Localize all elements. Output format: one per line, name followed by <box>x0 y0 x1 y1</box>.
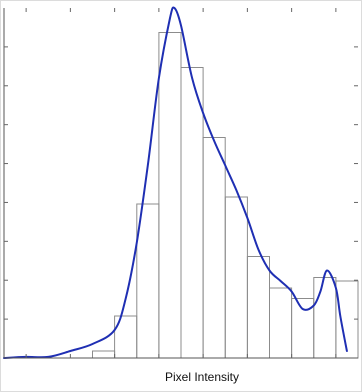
histogram-bar <box>313 277 337 359</box>
histogram-bar <box>180 67 204 359</box>
histogram-bar <box>246 256 270 359</box>
density-curve <box>3 6 348 359</box>
histogram-bar <box>92 350 116 359</box>
axes <box>3 8 358 359</box>
histogram-bar <box>158 32 182 359</box>
histogram-bar <box>224 196 248 359</box>
histogram-bar <box>269 287 293 359</box>
x-axis-label: Pixel Intensity <box>165 370 239 384</box>
histogram-bar <box>202 137 226 359</box>
histogram-bars <box>92 32 359 359</box>
